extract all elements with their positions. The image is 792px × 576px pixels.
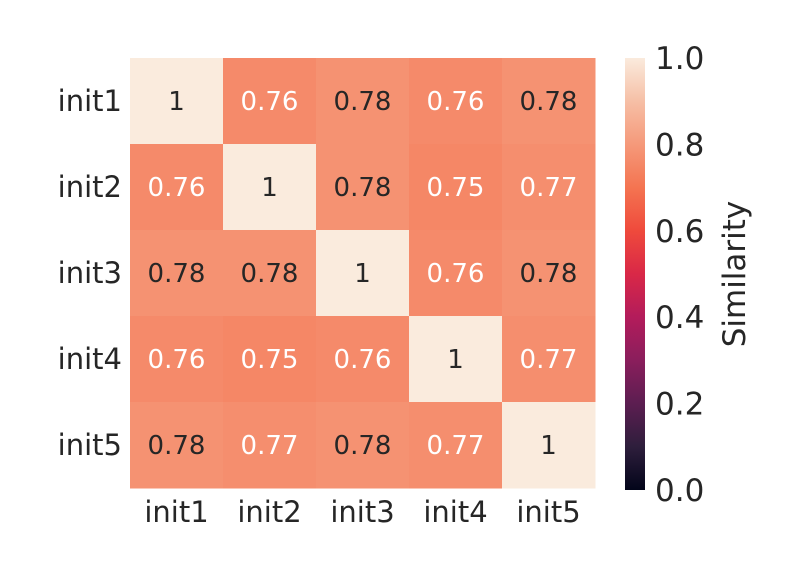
cell-value-label: 0.78 [334,87,392,117]
cell-value-label: 0.78 [334,431,392,461]
heatmap-cell-init2-init5 [502,144,596,231]
colorbar-tick-label: 0.6 [655,214,704,250]
cell-value-label: 0.78 [148,259,206,289]
colorbar-ticks: 0.0 0.2 0.4 0.6 0.8 1.0 [655,41,704,509]
cell-value-label: 0.76 [241,87,299,117]
cell-value-label: 0.76 [148,173,206,203]
cell-value-label: 0.77 [241,431,299,461]
heatmap-cell-init4-init3 [316,316,410,403]
cell-value-label: 0.78 [520,259,578,289]
colorbar-tick-label: 0.2 [655,387,704,423]
cell-value-label: 1 [447,345,464,375]
heatmap-cell-init3-init1 [130,230,224,317]
column-label-init4: init4 [423,495,487,529]
colorbar [625,58,645,490]
row-label-init5: init5 [58,428,122,462]
row-label-init1: init1 [58,84,122,118]
heatmap-cell-init4-init1 [130,316,224,403]
cell-value-label: 1 [354,259,371,289]
cell-value-label: 0.75 [427,173,485,203]
cell-value-label: 0.75 [241,345,299,375]
cell-value-label: 0.77 [520,173,578,203]
cell-value-label: 0.78 [241,259,299,289]
column-label-init1: init1 [144,495,208,529]
heatmap-cell-init2-init2 [223,144,317,231]
row-labels: init1 init2 init3 init4 init5 [58,84,122,462]
heatmap-cell-init1-init3 [316,58,410,145]
heatmap-cell-init4-init4 [409,316,503,403]
heatmap-cell-init5-init5 [502,402,596,489]
cell-value-label: 1 [168,87,185,117]
heatmap-cell-init3-init5 [502,230,596,317]
colorbar-tick-label: 0.0 [655,473,704,509]
cell-value-label: 0.78 [334,173,392,203]
column-label-init5: init5 [516,495,580,529]
heatmap-cells: 1 0.76 0.78 0.76 0.78 0.76 1 0.78 0.75 0.77 0.78 0.… [130,58,596,489]
colorbar-label: Similarity [717,201,753,348]
cell-value-label: 1 [261,173,278,203]
heatmap-cell-init3-init2 [223,230,317,317]
heatmap-cell-init3-init4 [409,230,503,317]
cell-value-label: 0.76 [334,345,392,375]
row-label-init4: init4 [58,342,122,376]
column-label-init3: init3 [330,495,394,529]
heatmap-cell-init1-init5 [502,58,596,145]
cell-value-label: 0.76 [427,87,485,117]
cell-value-label: 0.78 [520,87,578,117]
row-label-init3: init3 [58,256,122,290]
cell-value-label: 0.76 [148,345,206,375]
heatmap-cell-init5-init2 [223,402,317,489]
heatmap-cell-init1-init4 [409,58,503,145]
heatmap-cell-init1-init1 [130,58,224,145]
heatmap-cell-init5-init1 [130,402,224,489]
row-label-init2: init2 [58,170,122,204]
column-label-init2: init2 [237,495,301,529]
cell-value-label: 1 [540,431,557,461]
column-labels: init1 init2 init3 init4 init5 [144,495,580,529]
colorbar-tick-label: 0.4 [655,300,704,336]
colorbar-tick-label: 0.8 [655,127,704,163]
heatmap-cell-init5-init3 [316,402,410,489]
cell-value-label: 0.77 [520,345,578,375]
heatmap-cell-init5-init4 [409,402,503,489]
colorbar-tick-label: 1.0 [655,41,704,77]
cell-value-label: 0.78 [148,431,206,461]
heatmap-cell-init4-init2 [223,316,317,403]
heatmap-cell-init2-init3 [316,144,410,231]
heatmap-cell-init4-init5 [502,316,596,403]
heatmap-cell-init3-init3 [316,230,410,317]
cell-value-label: 0.76 [427,259,485,289]
heatmap-cell-init1-init2 [223,58,317,145]
heatmap-cell-init2-init4 [409,144,503,231]
heatmap-cell-init2-init1 [130,144,224,231]
cell-value-label: 0.77 [427,431,485,461]
